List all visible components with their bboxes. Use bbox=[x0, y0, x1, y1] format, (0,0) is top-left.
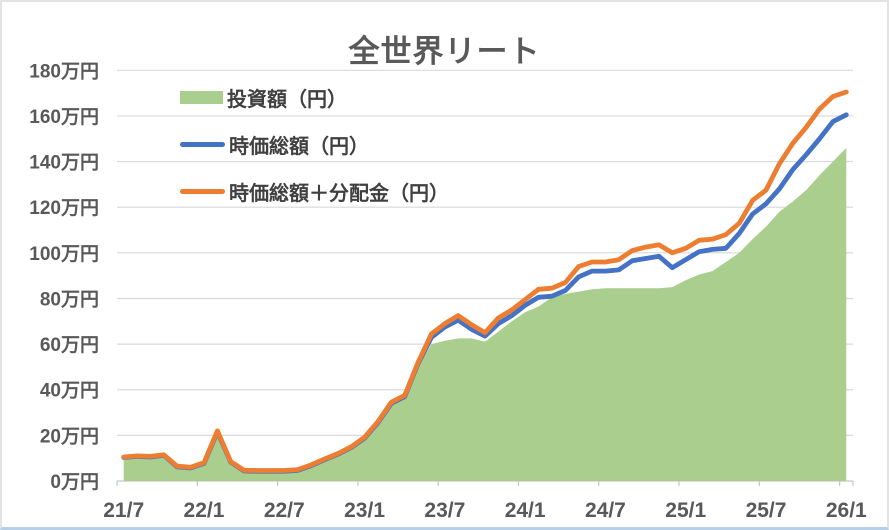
y-axis-label: 20万円 bbox=[40, 426, 99, 447]
y-axis-label: 100万円 bbox=[29, 244, 99, 265]
area-swatch-icon bbox=[180, 90, 223, 104]
y-axis-label: 120万円 bbox=[29, 198, 99, 219]
chart-title[interactable]: 全世界リート bbox=[348, 34, 541, 69]
legend-item-total-with-dividends[interactable]: 時価総額＋分配金（円） bbox=[180, 176, 449, 206]
line-swatch-icon bbox=[180, 188, 225, 194]
y-axis-label: 180万円 bbox=[29, 61, 99, 82]
x-axis-label: 23/1 bbox=[344, 499, 385, 522]
y-axis-label: 160万円 bbox=[29, 107, 99, 128]
y-axis-label: 0万円 bbox=[50, 472, 99, 493]
x-axis-label: 25/7 bbox=[746, 499, 787, 522]
legend-label: 投資額（円） bbox=[227, 88, 347, 111]
line-swatch-icon bbox=[180, 141, 225, 147]
x-axis-label: 22/1 bbox=[184, 499, 225, 522]
x-axis-label: 25/1 bbox=[665, 499, 706, 522]
x-axis-label: 21/7 bbox=[103, 499, 144, 522]
legend-item-investment[interactable]: 投資額（円） bbox=[180, 82, 449, 112]
legend-item-market-value[interactable]: 時価総額（円） bbox=[180, 129, 449, 159]
y-axis-label: 60万円 bbox=[40, 335, 99, 356]
x-axis-label: 26/1 bbox=[826, 499, 867, 522]
area-series-investment[interactable] bbox=[123, 147, 847, 481]
legend-label: 時価総額＋分配金（円） bbox=[229, 182, 449, 205]
x-axis-label: 24/7 bbox=[585, 499, 626, 522]
chart-legend: 投資額（円） 時価総額（円） 時価総額＋分配金（円） bbox=[180, 82, 449, 206]
y-axis-label: 140万円 bbox=[29, 153, 99, 174]
x-axis-label: 22/7 bbox=[264, 499, 305, 522]
y-axis-label: 40万円 bbox=[40, 381, 99, 402]
legend-label: 時価総額（円） bbox=[229, 135, 369, 158]
line-series-total-with-dividends[interactable] bbox=[121, 89, 849, 473]
y-axis-label: 80万円 bbox=[40, 289, 99, 310]
x-axis-label: 23/7 bbox=[424, 499, 465, 522]
x-axis-label: 24/1 bbox=[505, 499, 546, 522]
